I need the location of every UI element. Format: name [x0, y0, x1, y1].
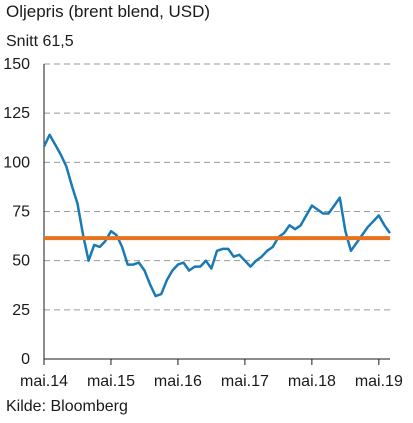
- y-tick-label: 75: [12, 204, 30, 221]
- y-tick-label: 125: [3, 105, 30, 122]
- gridlines: [44, 63, 390, 311]
- y-tick-label: 150: [3, 56, 30, 73]
- x-tick-label: mai.18: [288, 373, 336, 390]
- x-tick-label: mai.14: [20, 373, 68, 390]
- y-tick-label: 25: [12, 302, 30, 319]
- x-tick-label: mai.15: [87, 373, 135, 390]
- source-note: Kilde: Bloomberg: [6, 398, 128, 415]
- x-tick-label: mai.16: [154, 373, 202, 390]
- axes: 0 25 50 75 100 125 150 mai.14 mai.15 mai.16 mai.17…: [3, 56, 403, 390]
- x-tick-label: mai.17: [221, 373, 269, 390]
- y-tick-label: 100: [3, 154, 30, 171]
- y-tick-label: 50: [12, 253, 30, 270]
- average-label: Snitt 61,5: [6, 33, 74, 50]
- chart-title: Oljepris (brent blend, USD): [6, 2, 211, 21]
- series: [42, 133, 392, 298]
- price-line: [42, 133, 392, 298]
- y-tick-label: 0: [21, 351, 30, 368]
- x-tick-label: mai.19: [355, 373, 403, 390]
